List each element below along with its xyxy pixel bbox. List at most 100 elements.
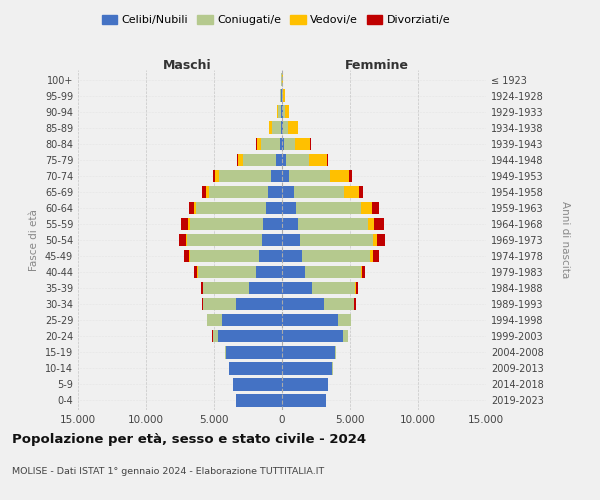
- Bar: [266, 202, 282, 214]
- Bar: [282, 314, 338, 326]
- Bar: [282, 154, 286, 166]
- Bar: [278, 106, 281, 118]
- Bar: [282, 282, 312, 294]
- Bar: [257, 138, 262, 150]
- Bar: [349, 170, 352, 182]
- Bar: [324, 298, 354, 310]
- Y-axis label: Anni di nascita: Anni di nascita: [560, 202, 571, 278]
- Bar: [285, 106, 289, 118]
- Bar: [310, 138, 311, 150]
- Bar: [188, 218, 190, 230]
- Bar: [225, 346, 226, 358]
- Bar: [282, 170, 289, 182]
- Bar: [238, 154, 243, 166]
- Bar: [262, 234, 282, 246]
- Bar: [327, 154, 328, 166]
- Bar: [194, 202, 196, 214]
- Bar: [194, 266, 197, 278]
- Bar: [282, 346, 335, 358]
- Bar: [207, 314, 222, 326]
- Bar: [220, 170, 271, 182]
- Bar: [374, 218, 384, 230]
- Bar: [373, 250, 379, 262]
- Bar: [368, 218, 374, 230]
- Bar: [202, 186, 206, 198]
- Bar: [226, 346, 282, 358]
- Bar: [282, 122, 283, 134]
- Bar: [243, 154, 276, 166]
- Bar: [179, 234, 186, 246]
- Bar: [281, 122, 282, 134]
- Bar: [206, 186, 209, 198]
- Bar: [202, 298, 203, 310]
- Bar: [343, 330, 348, 342]
- Bar: [377, 234, 385, 246]
- Bar: [372, 202, 379, 214]
- Bar: [359, 186, 363, 198]
- Bar: [361, 266, 362, 278]
- Bar: [283, 90, 284, 102]
- Bar: [362, 266, 365, 278]
- Bar: [280, 138, 282, 150]
- Bar: [355, 282, 356, 294]
- Bar: [282, 266, 305, 278]
- Bar: [282, 202, 296, 214]
- Bar: [282, 234, 299, 246]
- Bar: [356, 282, 358, 294]
- Bar: [282, 330, 343, 342]
- Bar: [281, 106, 282, 118]
- Text: Popolazione per età, sesso e stato civile - 2024: Popolazione per età, sesso e stato civil…: [12, 432, 366, 446]
- Bar: [196, 202, 266, 214]
- Bar: [282, 138, 284, 150]
- Bar: [282, 218, 298, 230]
- Bar: [181, 218, 188, 230]
- Bar: [335, 346, 336, 358]
- Bar: [373, 234, 377, 246]
- Bar: [236, 298, 282, 310]
- Bar: [280, 90, 281, 102]
- Bar: [344, 186, 359, 198]
- Bar: [282, 394, 326, 406]
- Bar: [229, 362, 282, 374]
- Bar: [370, 250, 373, 262]
- Bar: [201, 282, 203, 294]
- Bar: [186, 234, 187, 246]
- Bar: [250, 282, 282, 294]
- Bar: [296, 202, 361, 214]
- Y-axis label: Fasce di età: Fasce di età: [29, 209, 39, 271]
- Bar: [236, 394, 282, 406]
- Bar: [288, 122, 298, 134]
- Bar: [298, 218, 368, 230]
- Bar: [237, 154, 238, 166]
- Bar: [184, 250, 189, 262]
- Bar: [209, 186, 268, 198]
- Bar: [282, 186, 293, 198]
- Bar: [282, 362, 332, 374]
- Bar: [361, 202, 372, 214]
- Bar: [284, 138, 295, 150]
- Bar: [262, 138, 280, 150]
- Bar: [289, 170, 330, 182]
- Bar: [222, 314, 282, 326]
- Bar: [268, 186, 282, 198]
- Bar: [218, 330, 282, 342]
- Bar: [190, 250, 259, 262]
- Bar: [272, 122, 281, 134]
- Bar: [269, 122, 272, 134]
- Bar: [283, 122, 288, 134]
- Bar: [305, 266, 361, 278]
- Bar: [187, 234, 262, 246]
- Bar: [271, 170, 282, 182]
- Bar: [282, 298, 324, 310]
- Bar: [263, 218, 282, 230]
- Bar: [309, 154, 327, 166]
- Bar: [276, 154, 282, 166]
- Bar: [293, 186, 344, 198]
- Bar: [215, 170, 220, 182]
- Bar: [203, 298, 236, 310]
- Bar: [212, 330, 218, 342]
- Bar: [283, 106, 285, 118]
- Bar: [282, 250, 302, 262]
- Bar: [233, 378, 282, 390]
- Bar: [277, 106, 278, 118]
